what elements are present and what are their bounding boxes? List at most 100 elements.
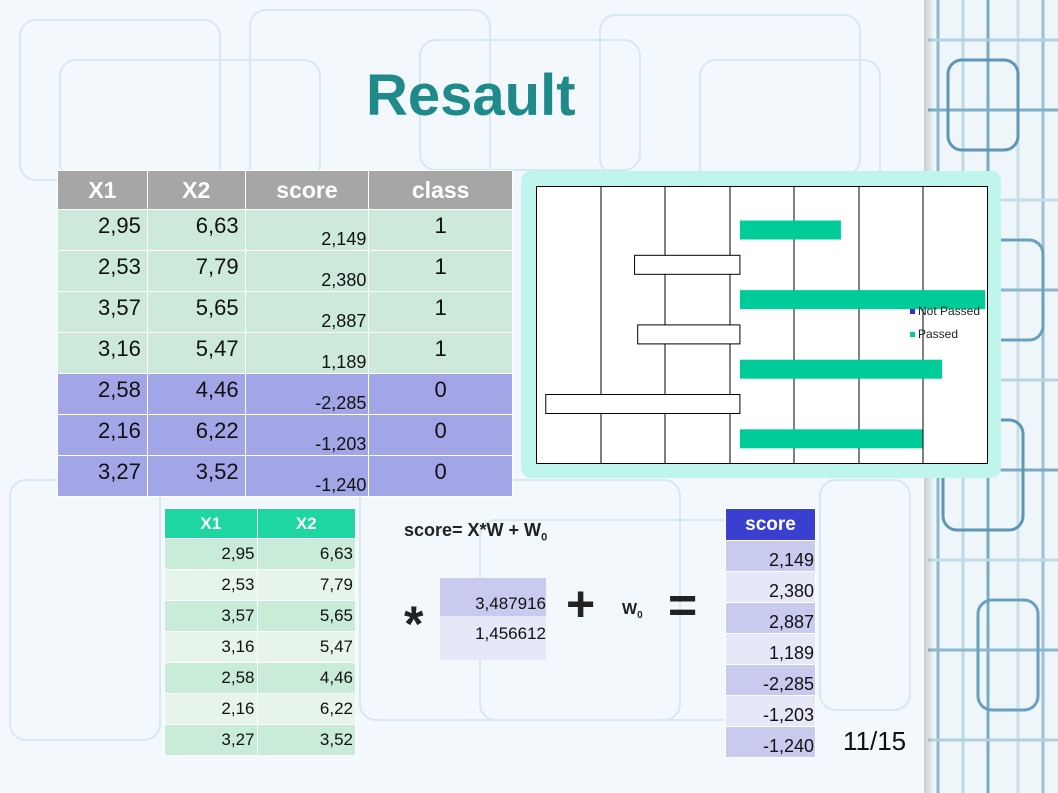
weight-value: 1,456612 bbox=[440, 616, 546, 660]
cell-score: 2,887 bbox=[244, 291, 370, 333]
cell-class: 0 bbox=[368, 373, 513, 415]
score-value: -1,240 bbox=[725, 726, 816, 758]
cell-class: 1 bbox=[368, 250, 513, 292]
cell-class: 1 bbox=[368, 291, 513, 333]
table-row: 2,16 6,22 bbox=[164, 693, 357, 725]
header-x1: X1 bbox=[164, 508, 258, 539]
cell-x2: 4,46 bbox=[256, 662, 357, 694]
table-row: 2,887 bbox=[725, 602, 816, 634]
table-row: -1,203 bbox=[725, 695, 816, 727]
x-input-table: X1 X2 2,95 6,63 2,53 7,79 3,57 5,65 3,16… bbox=[164, 508, 357, 756]
chart-bar bbox=[545, 394, 741, 414]
cell-x1: 3,16 bbox=[57, 332, 148, 374]
cell-x1: 3,27 bbox=[164, 724, 258, 756]
table-row: 2,53 7,79 2,380 1 bbox=[57, 250, 513, 292]
chart-bar bbox=[739, 359, 943, 379]
cell-x2: 6,63 bbox=[256, 538, 357, 570]
equals-symbol: = bbox=[668, 577, 698, 633]
legend-swatch bbox=[910, 332, 915, 337]
weights-table: 3,487916 1,456612 bbox=[440, 578, 546, 660]
header-x1: X1 bbox=[57, 170, 148, 210]
cell-class: 1 bbox=[368, 209, 513, 251]
cell-x2: 6,63 bbox=[146, 209, 246, 251]
w0-text: W bbox=[622, 601, 638, 618]
score-table: score 2,149 2,380 2,887 1,189 -2,285 -1,… bbox=[725, 508, 816, 758]
header-x2: X2 bbox=[256, 508, 357, 539]
score-value: 1,189 bbox=[725, 633, 816, 665]
table-row: 3,57 5,65 bbox=[164, 600, 357, 632]
cell-class: 0 bbox=[368, 414, 513, 456]
cell-x2: 6,22 bbox=[146, 414, 246, 456]
cell-x1: 2,58 bbox=[57, 373, 148, 415]
cell-x2: 6,22 bbox=[256, 693, 357, 725]
cell-x2: 5,65 bbox=[146, 291, 246, 333]
table-row: 2,58 4,46 bbox=[164, 662, 357, 694]
table-row: 1,189 bbox=[725, 633, 816, 665]
cell-x1: 3,57 bbox=[57, 291, 148, 333]
chart-area: Not Passed Passed bbox=[535, 186, 989, 464]
cell-x1: 2,53 bbox=[57, 250, 148, 292]
cell-x2: 5,65 bbox=[256, 600, 357, 632]
cell-x1: 2,16 bbox=[57, 414, 148, 456]
legend-label: Not Passed bbox=[918, 304, 980, 318]
weight-value: 3,487916 bbox=[440, 578, 546, 616]
slide-title: Resault bbox=[366, 63, 576, 128]
plus-symbol: + bbox=[566, 576, 596, 632]
page-number: 11/15 bbox=[843, 726, 907, 756]
cell-x1: 3,27 bbox=[57, 455, 148, 497]
table-row: 2,380 bbox=[725, 571, 816, 603]
table-row: 3,16 5,47 1,189 1 bbox=[57, 332, 513, 374]
cell-score: 2,380 bbox=[244, 250, 370, 292]
table-row: 2,58 4,46 -2,285 0 bbox=[57, 373, 513, 415]
chart-border bbox=[536, 186, 988, 464]
cell-x2: 7,79 bbox=[146, 250, 246, 292]
table-row: 2,149 bbox=[725, 540, 816, 572]
chart-bar bbox=[739, 429, 923, 449]
chart-bar bbox=[739, 220, 841, 240]
chart-bar bbox=[739, 290, 986, 310]
chart-bar bbox=[634, 254, 741, 275]
cell-x2: 5,47 bbox=[256, 631, 357, 663]
table-row: 2,16 6,22 -1,203 0 bbox=[57, 414, 513, 456]
score-formula: score= X*W + W0 bbox=[404, 520, 547, 544]
chart-bar bbox=[637, 324, 741, 345]
cell-score: -1,240 bbox=[244, 455, 370, 497]
cell-score: 1,189 bbox=[244, 332, 370, 374]
cell-score: 2,149 bbox=[244, 209, 370, 251]
cell-x1: 2,95 bbox=[57, 209, 148, 251]
score-value: 2,887 bbox=[725, 602, 816, 634]
cell-x2: 3,52 bbox=[256, 724, 357, 756]
cell-x2: 7,79 bbox=[256, 569, 357, 601]
score-value: -1,203 bbox=[725, 695, 816, 727]
bar-chart: Not Passed Passed bbox=[535, 186, 989, 464]
score-value: -2,285 bbox=[725, 664, 816, 696]
cell-x1: 2,95 bbox=[164, 538, 258, 570]
header-class: class bbox=[368, 170, 513, 210]
cell-class: 0 bbox=[368, 455, 513, 497]
table-row: 1,456612 bbox=[440, 616, 546, 660]
cell-x1: 2,16 bbox=[164, 693, 258, 725]
cell-x1: 3,57 bbox=[164, 600, 258, 632]
table-row: 2,95 6,63 2,149 1 bbox=[57, 209, 513, 251]
cell-x1: 2,53 bbox=[164, 569, 258, 601]
cell-x1: 3,16 bbox=[164, 631, 258, 663]
table-row: 3,57 5,65 2,887 1 bbox=[57, 291, 513, 333]
score-value: 2,149 bbox=[725, 540, 816, 572]
header-score: score bbox=[244, 170, 370, 210]
cell-class: 1 bbox=[368, 332, 513, 374]
header-score: score bbox=[725, 508, 816, 541]
table-row: 3,487916 bbox=[440, 578, 546, 616]
cell-x2: 5,47 bbox=[146, 332, 246, 374]
cell-x1: 2,58 bbox=[164, 662, 258, 694]
multiply-symbol: * bbox=[404, 596, 424, 652]
legend-label: Passed bbox=[918, 327, 958, 341]
table-row: 3,16 5,47 bbox=[164, 631, 357, 663]
table-row: 2,53 7,79 bbox=[164, 569, 357, 601]
table-row: 3,27 3,52 bbox=[164, 724, 357, 756]
legend-swatch bbox=[910, 309, 915, 314]
header-x2: X2 bbox=[146, 170, 246, 210]
cell-score: -2,285 bbox=[244, 373, 370, 415]
formula-subscript: 0 bbox=[541, 531, 548, 544]
w0-subscript: 0 bbox=[637, 610, 643, 622]
table-row: 2,95 6,63 bbox=[164, 538, 357, 570]
